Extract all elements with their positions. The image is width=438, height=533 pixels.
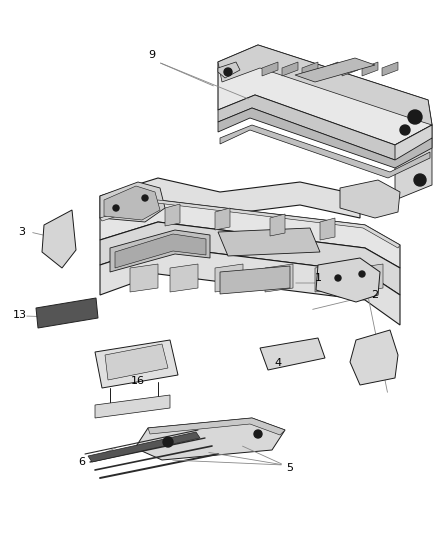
Polygon shape bbox=[135, 418, 285, 460]
Polygon shape bbox=[104, 186, 160, 220]
Polygon shape bbox=[218, 108, 432, 168]
Polygon shape bbox=[100, 200, 400, 268]
Circle shape bbox=[408, 110, 422, 124]
Text: 16: 16 bbox=[131, 376, 145, 386]
Polygon shape bbox=[282, 62, 298, 76]
Circle shape bbox=[400, 125, 410, 135]
Polygon shape bbox=[262, 62, 278, 76]
Circle shape bbox=[335, 275, 341, 281]
Polygon shape bbox=[295, 58, 375, 82]
Text: 9: 9 bbox=[148, 50, 155, 60]
Polygon shape bbox=[148, 418, 285, 435]
Polygon shape bbox=[105, 344, 168, 380]
Polygon shape bbox=[170, 264, 198, 292]
Polygon shape bbox=[215, 264, 243, 292]
Text: 2: 2 bbox=[371, 290, 378, 300]
Polygon shape bbox=[302, 62, 318, 76]
Polygon shape bbox=[95, 340, 178, 388]
Text: 13: 13 bbox=[13, 310, 27, 320]
Circle shape bbox=[254, 430, 262, 438]
Polygon shape bbox=[100, 182, 165, 222]
Polygon shape bbox=[270, 214, 285, 236]
Polygon shape bbox=[42, 210, 76, 268]
Text: 1: 1 bbox=[314, 273, 321, 283]
Circle shape bbox=[142, 195, 148, 201]
Circle shape bbox=[163, 437, 173, 447]
Polygon shape bbox=[100, 222, 400, 295]
Polygon shape bbox=[100, 246, 400, 325]
Polygon shape bbox=[220, 266, 290, 294]
Polygon shape bbox=[165, 204, 180, 226]
Text: 5: 5 bbox=[286, 463, 293, 473]
Polygon shape bbox=[260, 338, 325, 370]
Circle shape bbox=[113, 205, 119, 211]
Polygon shape bbox=[100, 200, 400, 248]
Text: 3: 3 bbox=[18, 227, 25, 237]
Polygon shape bbox=[88, 432, 200, 462]
Polygon shape bbox=[395, 125, 432, 200]
Polygon shape bbox=[342, 62, 358, 76]
Polygon shape bbox=[115, 234, 206, 268]
Polygon shape bbox=[355, 264, 383, 292]
Polygon shape bbox=[315, 264, 343, 292]
Polygon shape bbox=[350, 330, 398, 385]
Polygon shape bbox=[316, 258, 380, 302]
Text: 4: 4 bbox=[275, 358, 282, 368]
Polygon shape bbox=[36, 298, 98, 328]
Polygon shape bbox=[100, 178, 360, 218]
Polygon shape bbox=[110, 230, 210, 272]
Polygon shape bbox=[218, 62, 240, 78]
Polygon shape bbox=[322, 62, 338, 76]
Polygon shape bbox=[220, 125, 430, 178]
Polygon shape bbox=[340, 180, 400, 218]
Polygon shape bbox=[218, 95, 432, 160]
Polygon shape bbox=[218, 45, 432, 125]
Polygon shape bbox=[218, 45, 432, 145]
Polygon shape bbox=[320, 218, 335, 240]
Circle shape bbox=[224, 68, 232, 76]
Polygon shape bbox=[362, 62, 378, 76]
Polygon shape bbox=[95, 395, 170, 418]
Polygon shape bbox=[215, 208, 230, 230]
Polygon shape bbox=[218, 228, 320, 256]
Text: 6: 6 bbox=[78, 457, 85, 467]
Circle shape bbox=[359, 271, 365, 277]
Polygon shape bbox=[130, 264, 158, 292]
Polygon shape bbox=[382, 62, 398, 76]
Circle shape bbox=[414, 174, 426, 186]
Polygon shape bbox=[265, 264, 293, 292]
